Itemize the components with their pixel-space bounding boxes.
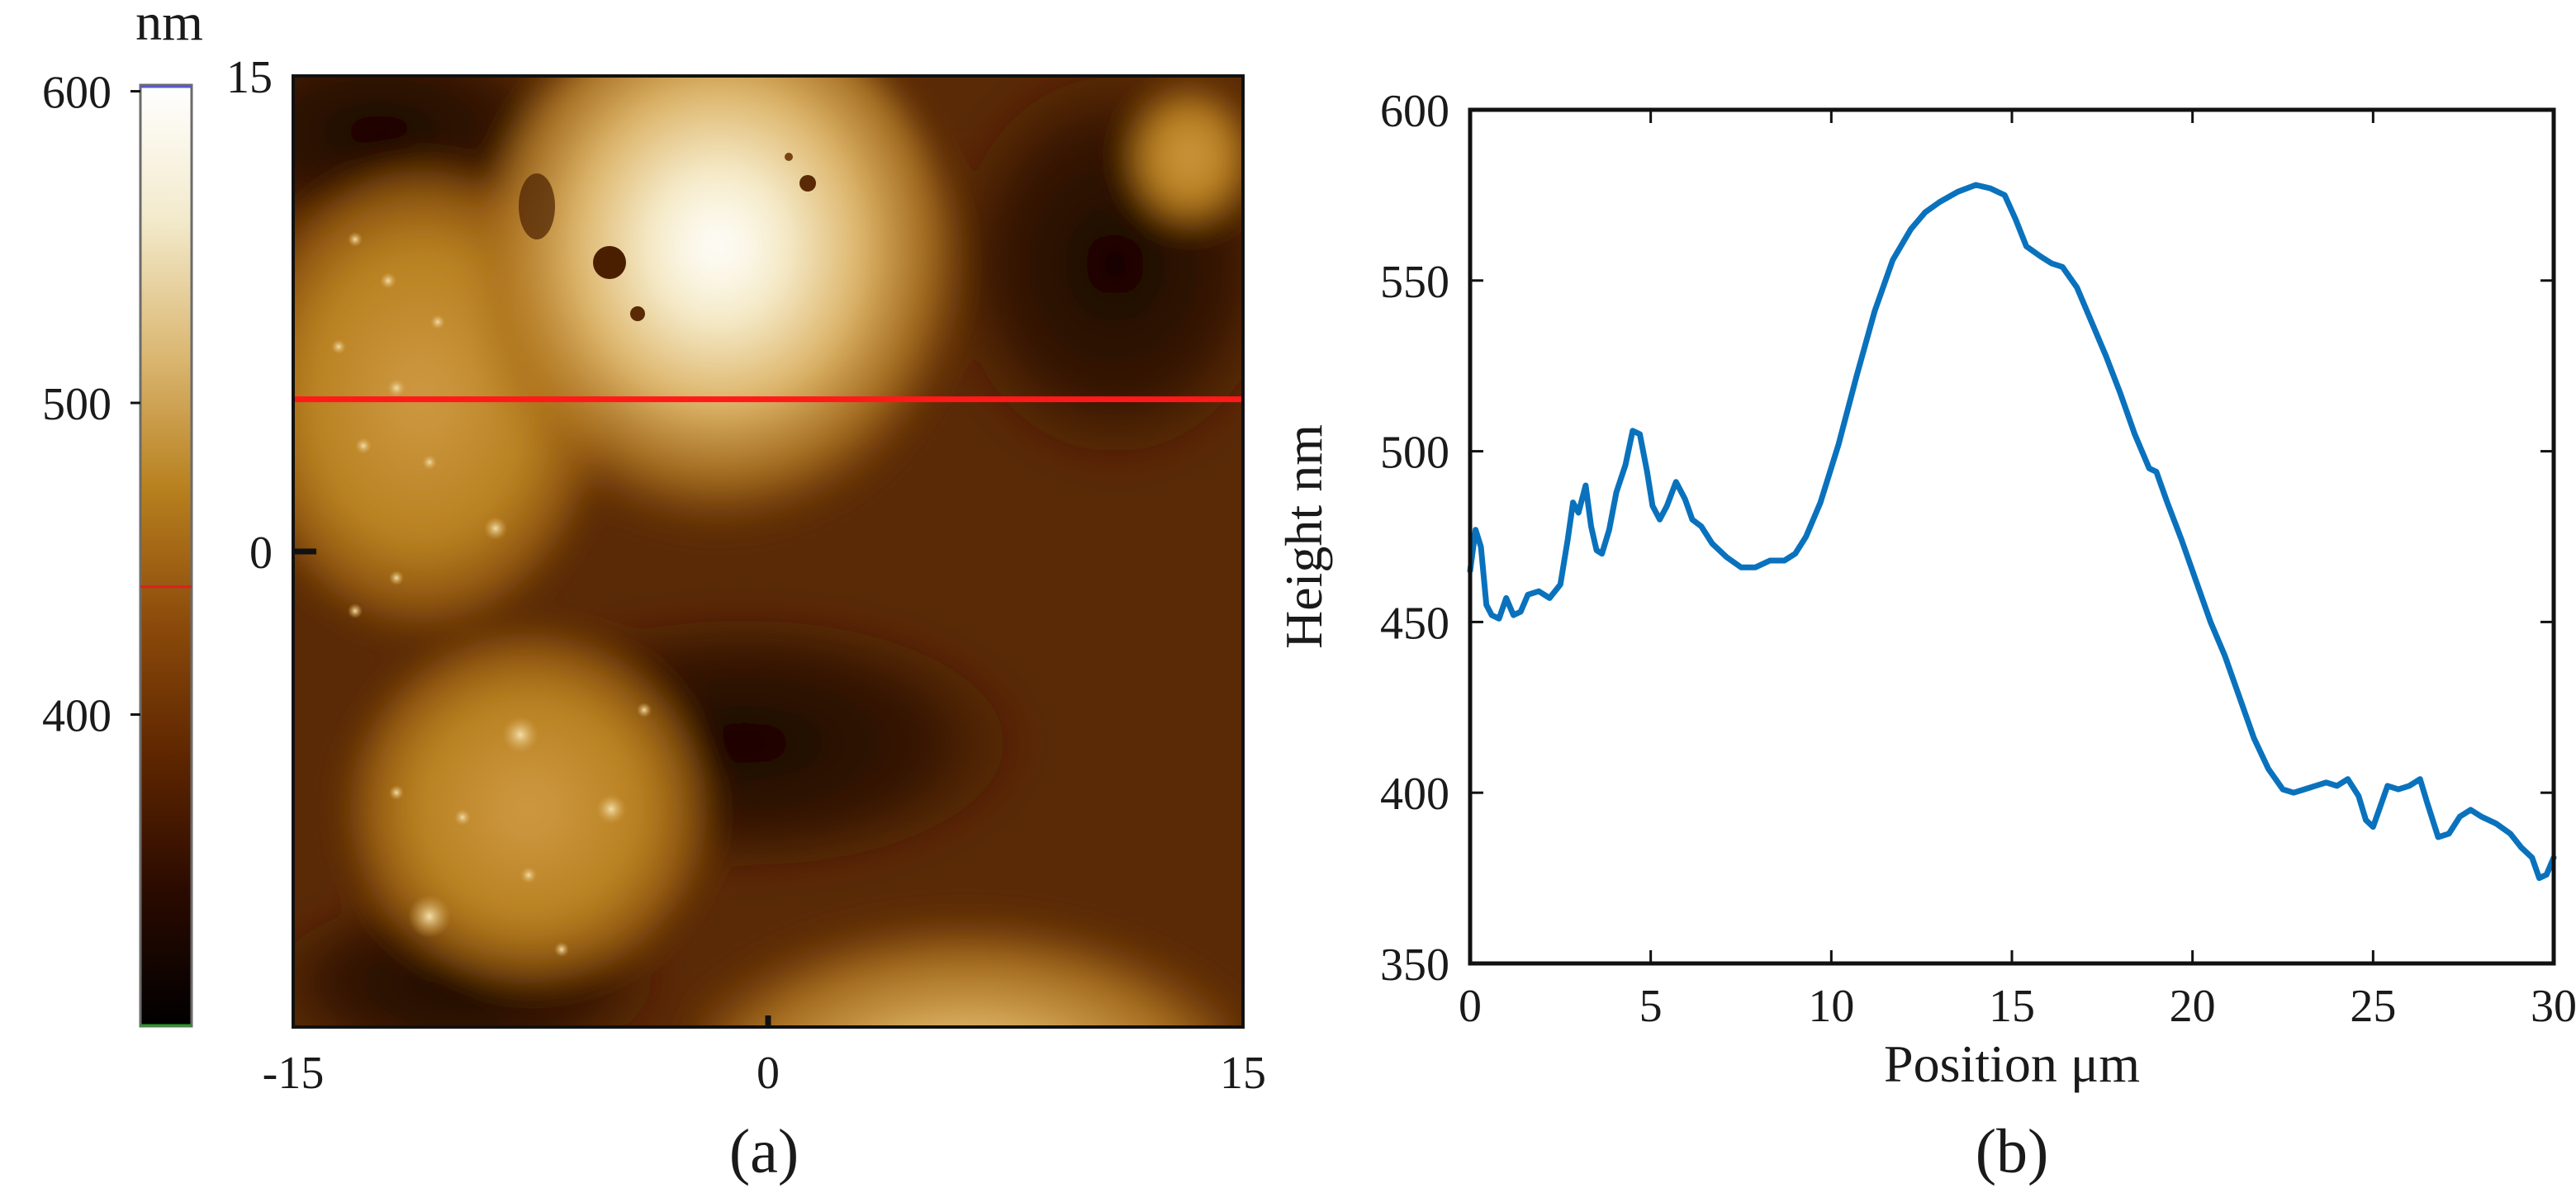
colorbar-unit-label: nm [135,0,203,51]
image-x-tick-label: 15 [1220,1048,1266,1099]
height-profile-plot: 0 5 10 15 20 25 30 350 400 450 500 550 600 Position … [1274,86,2576,1093]
surface-pits [519,153,816,321]
colorbar-tick-label: 500 [42,379,111,430]
image-y-tick-label: 0 [249,528,273,579]
x-tick-label: 10 [1808,981,1854,1032]
surface-particles [331,232,652,957]
x-tick-label: 25 [2350,981,2396,1032]
image-x-tick-label: -15 [263,1048,325,1099]
image-x-tick-label: 0 [757,1048,780,1099]
y-tick-label: 350 [1380,940,1449,991]
panel-a-label: (a) [729,1117,799,1186]
colorbar-tick-label: 400 [42,691,111,742]
x-tick-label: 15 [1989,981,2035,1032]
image-y-tick-label: 15 [226,52,273,103]
plot-area [1470,110,2554,963]
y-tick-label: 550 [1380,257,1449,308]
y-axis-title: Height nm [1274,424,1333,649]
x-tick-label: 30 [2531,981,2576,1032]
series-height-profile [1467,182,2557,882]
x-tick-label: 0 [1459,981,1482,1032]
panel-b-label: (b) [1976,1117,2049,1186]
image-axis-ticks: -15 0 15 15 0 [226,52,1266,1099]
x-axis-title: Position μm [1884,1034,2140,1093]
colorbar [139,83,193,1028]
afm-height-map [293,76,1243,1027]
colorbar-ticks: 600 500 400 [42,68,140,742]
x-tick-label: 20 [2170,981,2216,1032]
x-tick-label: 5 [1639,981,1663,1032]
y-tick-label: 500 [1380,428,1449,479]
y-tick-label: 400 [1380,769,1449,820]
y-tick-label: 600 [1380,86,1449,137]
y-tick-label: 450 [1380,598,1449,649]
plot-frame [1468,107,2556,966]
colorbar-tick-label: 600 [42,68,111,119]
